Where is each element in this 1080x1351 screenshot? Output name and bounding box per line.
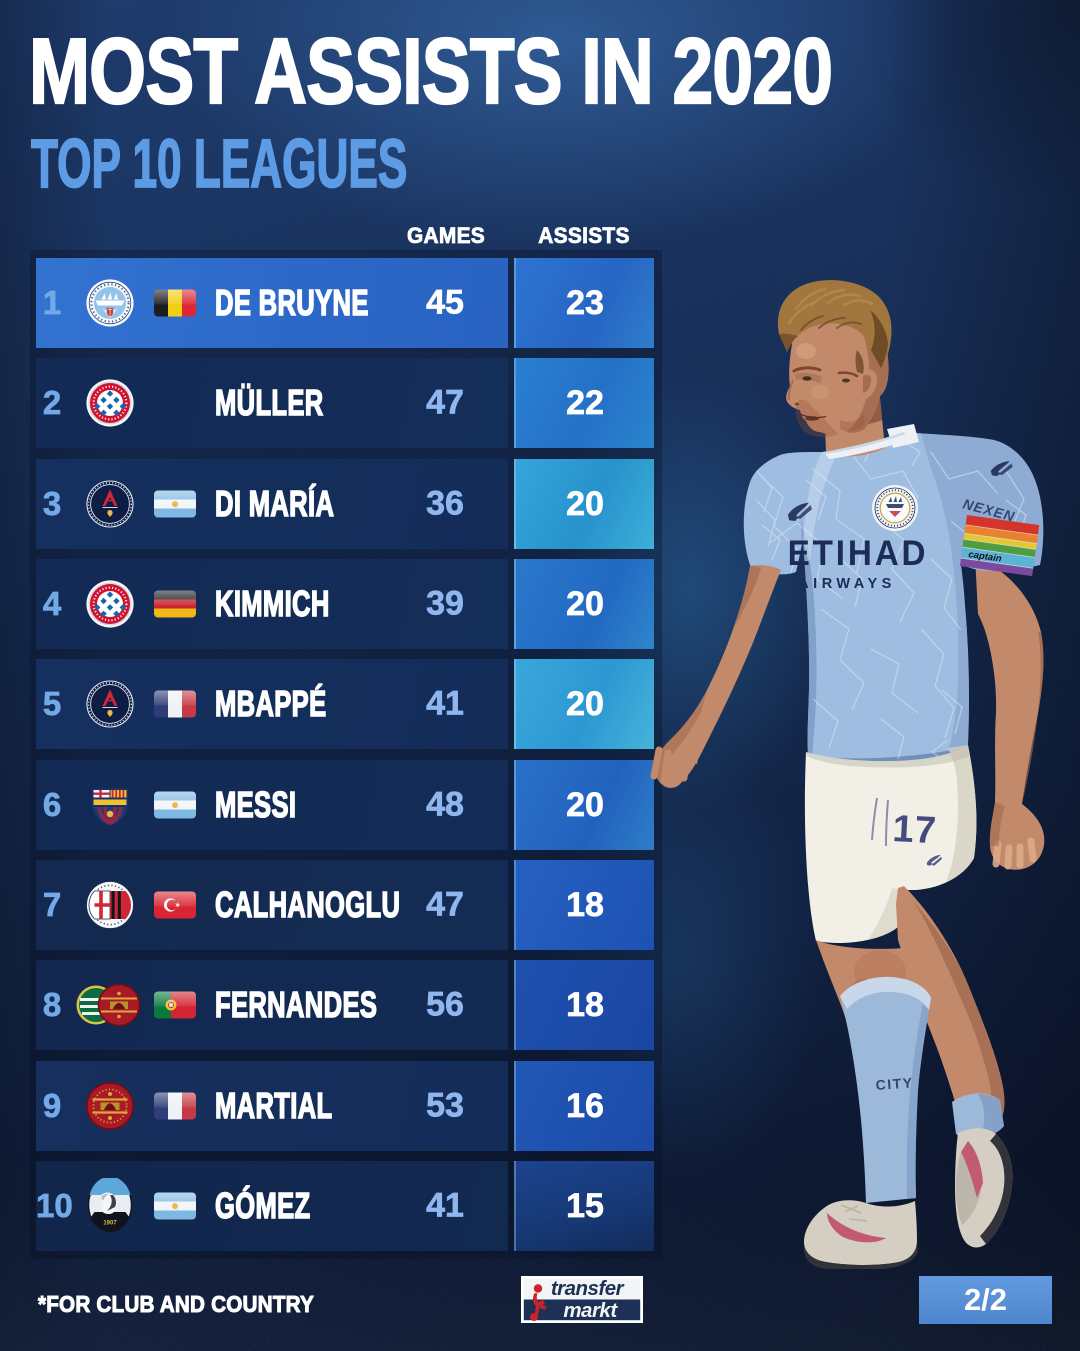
svg-text:markt: markt [563,1299,618,1322]
svg-text:captain: captain [968,549,1003,565]
svg-text:ETIHAD: ETIHAD [788,534,929,573]
svg-text:AIRWAYS: AIRWAYS [798,576,896,592]
svg-text:1907: 1907 [103,1221,117,1227]
svg-text:CITY: CITY [875,1074,914,1093]
svg-text:transfer: transfer [551,1277,625,1300]
svg-text:17: 17 [892,808,938,852]
